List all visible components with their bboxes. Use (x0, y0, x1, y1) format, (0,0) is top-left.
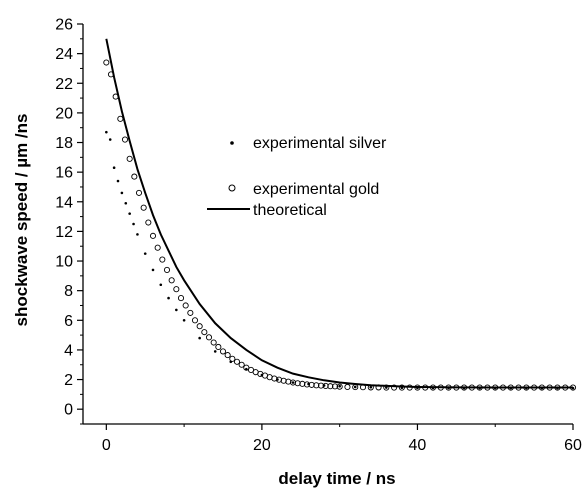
gold-point (219, 348, 227, 355)
silver-point (338, 384, 341, 388)
silver-point (132, 222, 135, 226)
y-tick-label: 14 (55, 194, 73, 211)
legend-symbol-gold (228, 184, 236, 192)
gold-point (145, 219, 152, 226)
gold-point (224, 352, 231, 359)
y-tick-label: 10 (55, 254, 73, 271)
gold-point (191, 317, 199, 324)
silver-point (116, 179, 120, 183)
silver-point (167, 296, 170, 300)
gold-point (103, 59, 110, 66)
x-tick-label: 60 (564, 437, 582, 454)
silver-point (213, 350, 217, 353)
y-tick-label: 4 (64, 342, 73, 359)
gold-point (317, 382, 325, 389)
silver-point (124, 201, 128, 205)
legend-label-theoretical: theoretical (253, 202, 327, 219)
silver-point (112, 166, 116, 170)
gold-point (201, 329, 208, 336)
y-axis-title: shockwave speed / µm /ns (12, 114, 31, 327)
gold-point (154, 244, 161, 251)
gold-point (233, 358, 241, 365)
silver-point (291, 381, 295, 384)
legend-symbol-silver (230, 141, 234, 145)
gold-point (308, 381, 315, 388)
gold-point (344, 383, 351, 391)
silver-point (105, 130, 108, 134)
y-tick-label: 20 (55, 105, 73, 122)
silver-point (136, 233, 139, 236)
silver-point (143, 252, 147, 255)
y-tick-label: 8 (64, 283, 73, 300)
gold-point (336, 383, 343, 390)
x-tick-label: 40 (409, 437, 427, 454)
gold-point (205, 334, 213, 341)
gold-point (327, 383, 334, 390)
y-tick-label: 16 (55, 165, 73, 182)
silver-point (369, 385, 373, 389)
gold-point (163, 266, 171, 273)
gold-point (238, 361, 245, 368)
silver-point (198, 336, 201, 340)
silver-point (120, 191, 124, 195)
legend: experimental silver experimental gold th… (207, 135, 387, 219)
gold-point (168, 277, 175, 284)
gold-point (215, 343, 222, 351)
silver-point (128, 212, 131, 215)
gold-point (313, 382, 320, 389)
gold-point (173, 286, 180, 293)
gold-point (149, 232, 157, 239)
gold-point (131, 173, 138, 180)
y-tick-label: 0 (64, 402, 73, 419)
gold-point (159, 256, 166, 263)
gold-point (229, 355, 236, 362)
gold-point (299, 380, 306, 387)
gold-point (126, 155, 133, 162)
y-tick-label: 24 (55, 46, 73, 63)
silver-point (159, 283, 163, 287)
x-tick-label: 20 (253, 437, 271, 454)
series-layer (103, 38, 577, 391)
gold-point (210, 339, 217, 346)
gold-point (121, 136, 129, 143)
silver-point (151, 268, 155, 272)
silver-point (182, 318, 186, 322)
series-theoretical (105, 38, 573, 389)
legend-label-silver: experimental silver (253, 135, 387, 152)
y-tick-label: 12 (55, 224, 73, 241)
gold-point (187, 309, 194, 316)
series-experimental-gold (103, 59, 577, 391)
gold-point (117, 115, 124, 122)
y-tick-label: 2 (64, 372, 73, 389)
gold-point (196, 323, 203, 330)
legend-label-gold: experimental gold (253, 181, 379, 198)
y-tick-label: 26 (55, 17, 73, 34)
gold-point (289, 379, 297, 386)
x-axis-title: delay time / ns (278, 469, 395, 488)
silver-point (353, 385, 357, 389)
x-tick-label: 0 (102, 437, 111, 454)
gold-point (140, 204, 147, 211)
gold-point (177, 295, 185, 302)
gold-point (182, 302, 189, 309)
series-experimental-silver (105, 130, 575, 390)
y-tick-label: 6 (64, 313, 73, 330)
y-tick-label: 18 (55, 135, 73, 152)
y-tick-label: 22 (55, 76, 73, 93)
theoretical-line (105, 38, 573, 389)
gold-point (294, 380, 301, 387)
gold-point (135, 189, 143, 196)
gold-point (303, 381, 311, 388)
gold-point (391, 384, 398, 391)
gold-point (331, 383, 339, 390)
silver-point (175, 308, 178, 312)
gold-point (322, 382, 329, 389)
silver-point (108, 138, 112, 141)
